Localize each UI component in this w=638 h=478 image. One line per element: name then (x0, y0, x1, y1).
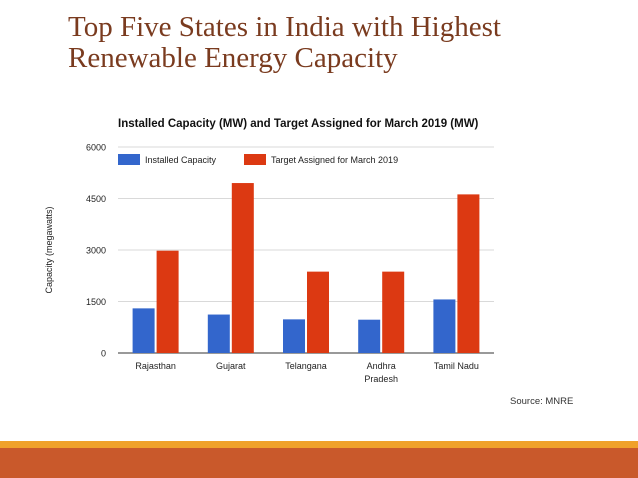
bar-installed-1 (207, 314, 230, 353)
y-axis-label: Capacity (megawatts) (44, 206, 54, 293)
bars (132, 183, 480, 353)
slide-title-line-2: Renewable Energy Capacity (68, 42, 398, 74)
footer-band (0, 448, 638, 478)
bar-target-1 (231, 183, 254, 353)
legend-swatch (118, 154, 140, 165)
legend-label: Target Assigned for March 2019 (271, 155, 398, 165)
bar-target-2 (307, 271, 329, 353)
legend-swatch (244, 154, 266, 165)
legend: Installed Capacity Target Assigned for Ma… (118, 154, 398, 165)
source-note: Source: MNRE (510, 396, 574, 407)
bar-target-0 (156, 250, 179, 353)
y-tick-label: 4500 (86, 194, 106, 204)
x-tick-label: Rajasthan (135, 361, 176, 371)
y-tick-label: 3000 (86, 246, 106, 256)
x-tick-labels: Rajasthan Gujarat Telangana Andhra Pradesh Ta… (135, 361, 479, 384)
slide-title-line-1: Top Five States in India with Highest (68, 11, 501, 43)
bar-installed-2 (283, 319, 305, 353)
y-tick-label: 0 (101, 349, 106, 359)
legend-label: Installed Capacity (145, 155, 217, 165)
bar-installed-0 (132, 308, 155, 353)
bar-target-3 (382, 271, 405, 353)
chart-title: Installed Capacity (MW) and Target Assig… (118, 118, 479, 130)
slide-title: Top Five States in India with Highest Re… (68, 12, 588, 74)
x-tick-label: Andhra Pradesh (364, 361, 398, 384)
footer-band-accent (0, 441, 638, 448)
y-tick-label: 6000 (86, 143, 106, 153)
x-tick-label: Gujarat (216, 361, 246, 371)
gridlines (118, 146, 494, 354)
bar-installed-4 (433, 299, 456, 353)
bar-installed-3 (358, 319, 381, 353)
y-tick-labels: 0 1500 3000 4500 6000 (86, 143, 106, 359)
bar-target-4 (457, 194, 480, 353)
y-tick-label: 1500 (86, 297, 106, 307)
x-tick-label: Tamil Nadu (434, 361, 479, 371)
x-tick-label: Telangana (285, 361, 327, 371)
